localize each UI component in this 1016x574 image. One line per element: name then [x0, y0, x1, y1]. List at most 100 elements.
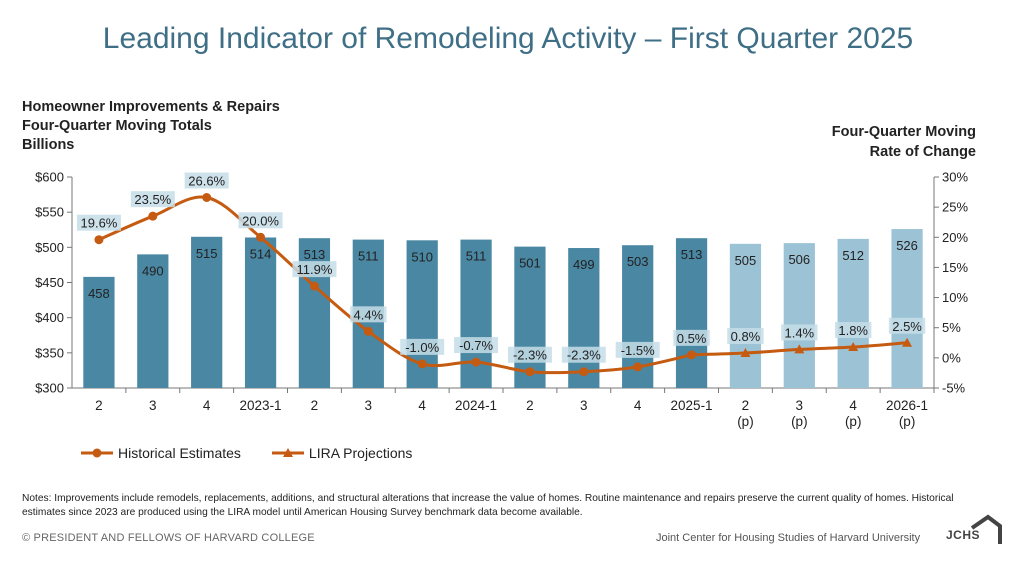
historical-estimates-line	[98, 195, 692, 375]
bar	[729, 243, 762, 388]
rate-label: -2.3%	[567, 348, 601, 363]
bar	[568, 248, 600, 388]
rate-label-background	[561, 346, 606, 363]
rate-label-background	[184, 172, 229, 189]
left-axis-tick-label: $550	[35, 205, 64, 220]
rate-label: 23.5%	[134, 192, 171, 207]
jchs-house-logo-icon	[970, 514, 1002, 544]
rate-label-background	[400, 338, 445, 355]
projection-point	[794, 344, 805, 354]
rate-label-background	[238, 212, 283, 229]
right-axis-tick-label: 10%	[942, 290, 968, 305]
x-axis-category-label: 2026-1	[886, 398, 928, 413]
x-axis-category-label: 3	[796, 398, 804, 413]
left-axis-tick-label: $600	[35, 170, 64, 185]
legend-item-historical: Historical Estimates	[80, 445, 241, 461]
rate-label: -0.7%	[459, 338, 493, 353]
rate-label: 20.0%	[242, 213, 279, 228]
x-axis-category-label: 2023-1	[240, 398, 282, 413]
bar	[514, 246, 546, 388]
copyright-footer: © PRESIDENT AND FELLOWS OF HARVARD COLLE…	[22, 532, 315, 544]
x-axis-category-label: 2024-1	[455, 398, 497, 413]
left-axis-title-line-3: Billions	[22, 137, 75, 153]
right-axis-title-line-2: Rate of Change	[869, 144, 976, 160]
x-axis-category-label: 2	[311, 398, 319, 413]
chart-title: Leading Indicator of Remodeling Activity…	[102, 22, 914, 55]
bar	[244, 237, 277, 388]
bar-value-label: 490	[142, 263, 164, 278]
rate-label: 26.6%	[188, 173, 225, 188]
rate-label-background	[350, 306, 387, 323]
x-axis-category-label: 3	[149, 398, 157, 413]
right-axis-tick-label: 15%	[942, 260, 968, 275]
x-axis-category-label: 4	[849, 398, 857, 413]
x-axis-category-label: (p)	[791, 414, 808, 429]
legend: Historical Estimates LIRA Projections	[80, 445, 412, 461]
left-axis-tick-label: $400	[35, 310, 64, 325]
rate-label: 2.5%	[892, 319, 922, 334]
left-axis-tick-label: $350	[35, 345, 64, 360]
left-axis-title: Homeowner Improvements & Repairs Four-Qu…	[22, 98, 280, 155]
legend-label-projections: LIRA Projections	[308, 445, 413, 461]
x-axis-category-label: 4	[634, 398, 642, 413]
historical-point	[94, 235, 104, 245]
historical-point	[202, 192, 212, 202]
bar-value-label: 513	[304, 247, 326, 262]
bar-value-label: 511	[358, 249, 379, 264]
legend-marker-circle-icon	[81, 448, 113, 458]
left-axis-tick-label: $300	[35, 381, 64, 396]
rate-label: 11.9%	[296, 262, 332, 277]
rate-label-background	[292, 261, 337, 278]
rate-label-background	[673, 329, 710, 346]
left-axis-title-line-2: Four-Quarter Moving Totals	[22, 118, 212, 134]
right-axis-tick-label: 5%	[942, 320, 961, 335]
right-axis-tick-label: 0%	[942, 350, 961, 365]
rate-label: -1.5%	[621, 343, 655, 358]
bar-value-label: 505	[735, 253, 757, 268]
historical-point	[363, 326, 373, 336]
rate-label: 19.6%	[81, 216, 118, 231]
bar-value-label: 458	[88, 286, 110, 301]
historical-point	[417, 359, 427, 369]
x-axis-category-label: (p)	[737, 414, 754, 429]
historical-point	[579, 367, 589, 377]
historical-point	[256, 232, 266, 242]
left-axis-tick-label: $500	[35, 240, 64, 255]
rate-label-background	[454, 337, 499, 354]
bar-value-label: 514	[250, 246, 272, 261]
right-axis-title-line-1: Four-Quarter Moving	[831, 124, 976, 140]
bar	[191, 236, 223, 388]
rate-label-background	[130, 191, 175, 208]
rate-label-background	[834, 322, 872, 339]
rate-label-background	[76, 214, 121, 231]
x-axis-category-label: 3	[365, 398, 373, 413]
rate-label-background	[781, 324, 818, 341]
bar-value-label: 503	[627, 254, 649, 269]
projection-point	[902, 337, 913, 347]
x-axis-category-label: (p)	[845, 414, 862, 429]
rate-label: 0.5%	[677, 331, 707, 346]
bar-value-label: 526	[896, 238, 918, 253]
projection-point	[848, 342, 859, 352]
rate-label: 1.4%	[784, 325, 814, 340]
rate-label: -1.0%	[405, 340, 439, 355]
bar-value-label: 506	[788, 252, 810, 267]
x-axis-category-label: 2	[526, 398, 534, 413]
legend-marker-triangle-icon	[271, 448, 304, 457]
historical-point	[471, 357, 481, 367]
jchs-logo-text: JCHS	[946, 528, 981, 542]
x-axis-category-label: 2	[742, 398, 750, 413]
bar-value-label: 512	[842, 248, 864, 263]
projection-point	[740, 348, 751, 358]
rate-label: -2.3%	[513, 348, 547, 363]
organization-footer: Joint Center for Housing Studies of Harv…	[656, 532, 921, 544]
rate-label: 0.8%	[731, 329, 761, 344]
x-axis-category-label: 4	[418, 398, 426, 413]
legend-item-projections: LIRA Projections	[271, 445, 413, 461]
legend-label-historical: Historical Estimates	[118, 445, 241, 461]
chart-notes: Notes: Improvements include remodels, re…	[22, 493, 954, 518]
bar-value-label: 510	[411, 249, 433, 264]
bar	[891, 229, 923, 388]
rate-label-background	[507, 346, 552, 363]
